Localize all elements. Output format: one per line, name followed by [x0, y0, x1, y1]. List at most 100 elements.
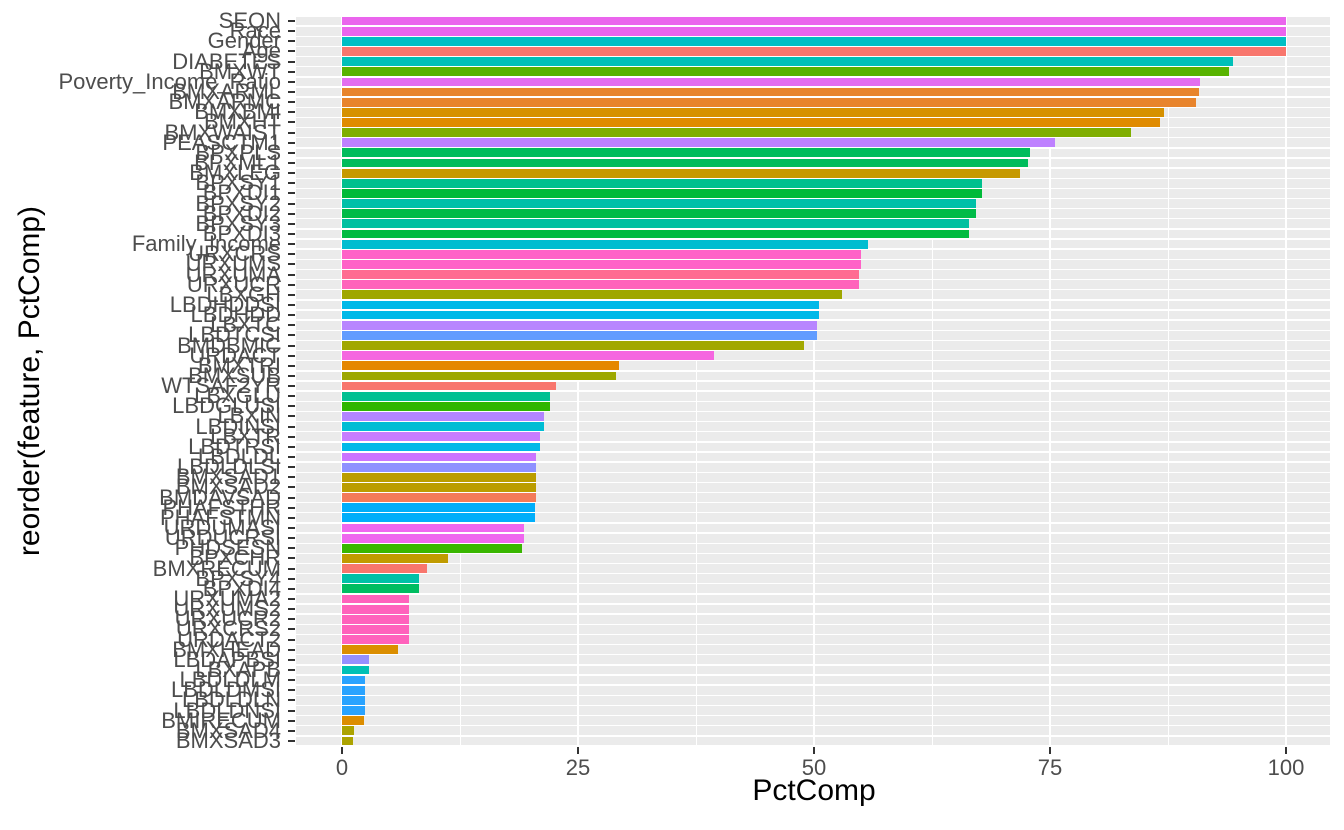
y-gridline — [296, 603, 1330, 605]
y-tick-label: LBDLDNSI — [173, 697, 281, 723]
x-minor-gridline — [695, 15, 697, 747]
y-tick-label: URXCRS — [188, 241, 281, 267]
y-tick-label: LBDLDLN — [181, 687, 281, 713]
bar-URXCRS — [342, 249, 862, 259]
y-tick-label: URXUCR — [186, 271, 281, 297]
bar-BMXWAIST — [342, 128, 1132, 137]
y-tick-mark — [288, 618, 295, 621]
y-gridline — [296, 76, 1330, 78]
y-gridline — [296, 745, 1330, 747]
y-tick-mark — [288, 689, 295, 692]
y-tick-label: LBDLDMSI — [170, 677, 281, 703]
y-gridline — [296, 694, 1330, 696]
y-tick-label: LBXAPB — [195, 656, 281, 682]
y-gridline — [296, 45, 1330, 48]
y-tick-label: LBXTR — [210, 423, 281, 449]
y-gridline — [296, 116, 1330, 119]
y-gridline — [296, 380, 1330, 382]
bar-URXUMS2 — [342, 604, 410, 614]
y-tick-mark — [288, 415, 295, 418]
bar-LBXTC — [342, 320, 817, 330]
y-tick-mark — [288, 141, 295, 144]
y-tick-mark — [288, 60, 295, 63]
bar-BPXML1 — [342, 158, 1029, 168]
y-gridline — [296, 532, 1330, 534]
y-tick-label: Family_Income — [131, 231, 281, 257]
y-gridline — [296, 420, 1330, 423]
y-gridline — [296, 410, 1330, 413]
y-tick-label: BMDAVSAD — [159, 484, 281, 510]
bar-URXUMS — [342, 260, 862, 269]
y-gridline — [296, 309, 1330, 311]
y-tick-mark — [288, 628, 295, 631]
y-tick-label: BPXDI1 — [202, 180, 281, 206]
y-tick-mark — [288, 435, 295, 438]
y-gridline — [296, 643, 1330, 646]
bar-BMXHEAD — [342, 645, 398, 655]
y-tick-mark — [288, 547, 295, 550]
y-tick-label: URXUMS — [185, 251, 281, 277]
y-tick-mark — [288, 293, 295, 296]
bar-BMDBMIC — [342, 341, 804, 350]
y-tick-label: BPXPLS — [195, 139, 281, 165]
y-gridline — [296, 187, 1330, 190]
y-tick-mark — [288, 466, 295, 469]
y-gridline — [296, 501, 1330, 504]
x-major-gridline — [1049, 15, 1051, 747]
x-tick-label: 50 — [801, 755, 827, 780]
y-tick-label: BPXDI2 — [202, 200, 281, 226]
y-gridline — [296, 735, 1330, 737]
y-tick-label: BMXSAD3 — [175, 727, 281, 753]
y-tick-mark — [288, 516, 295, 519]
y-gridline — [296, 299, 1330, 301]
y-tick-mark — [288, 101, 295, 104]
bar-BPXDI1 — [342, 189, 983, 198]
y-gridline — [296, 613, 1330, 615]
y-tick-mark — [288, 567, 295, 570]
y-gridline — [296, 461, 1330, 463]
y-tick-label: BPXML1 — [194, 150, 281, 176]
y-tick-mark — [288, 182, 295, 185]
y-tick-label: BMXTRI — [197, 352, 281, 378]
y-tick-mark — [288, 80, 295, 83]
y-tick-label: BPXDI3 — [202, 220, 281, 246]
y-tick-mark — [288, 395, 295, 398]
bar-BMXSAD2 — [342, 483, 537, 492]
bar-BMDAVSAD — [342, 493, 537, 502]
y-tick-mark — [288, 314, 295, 317]
bar-LBDTRSI — [342, 442, 541, 452]
y-tick-label: Poverty_Income_Ratio — [58, 68, 281, 94]
y-tick-mark — [288, 40, 295, 43]
x-axis-title: PctComp — [752, 774, 876, 807]
bar-BMXBMI — [342, 107, 1165, 117]
x-major-gridline — [577, 15, 579, 747]
y-tick-mark — [288, 273, 295, 276]
y-gridline — [296, 491, 1330, 494]
y-tick-label: LBXTC — [210, 312, 281, 338]
y-gridline — [296, 451, 1330, 453]
bar-Gender — [342, 36, 1286, 46]
y-tick-mark — [288, 253, 295, 256]
bar-BPXDI4 — [342, 584, 420, 594]
y-tick-label: BMXWAIST — [164, 119, 281, 145]
bar-BPXPLS — [342, 148, 1031, 158]
bar-BMXLEG — [342, 168, 1020, 178]
bar-BMXWT — [342, 67, 1230, 77]
y-tick-label: LBDLDL — [197, 444, 281, 470]
bar-BMXARML — [342, 87, 1200, 97]
y-gridline — [296, 207, 1330, 210]
x-tick-mark — [341, 747, 343, 754]
y-tick-mark — [288, 719, 295, 722]
bar-LBDHDDSI — [342, 300, 819, 310]
x-tick-mark — [1049, 747, 1051, 754]
bar-Family_Income — [342, 239, 868, 249]
y-gridline — [296, 55, 1330, 58]
y-tick-mark — [288, 577, 295, 580]
bar-PHAFSTMN — [342, 513, 535, 523]
x-major-gridline — [813, 15, 815, 747]
y-tick-label: BMXHT — [204, 109, 281, 135]
y-gridline — [296, 268, 1330, 271]
y-tick-label: URXUMS2 — [173, 596, 281, 622]
y-tick-mark — [288, 334, 295, 337]
y-tick-mark — [288, 587, 295, 590]
